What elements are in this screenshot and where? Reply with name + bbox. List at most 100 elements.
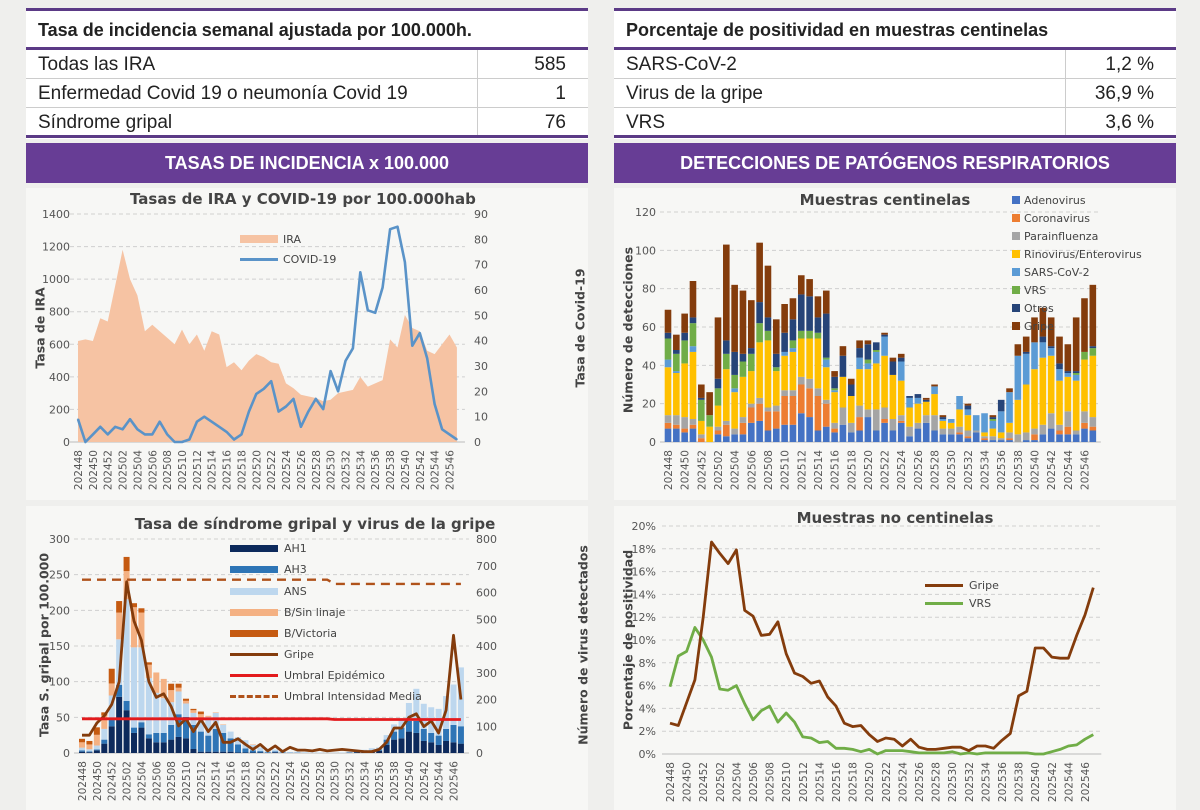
bar-segment-sars-cov-2 (897, 361, 905, 381)
x-tick-label: 202512 (796, 450, 808, 490)
bar-segment-sars-cov-2 (673, 371, 680, 373)
bar-segment-otros (889, 361, 897, 375)
bar-segment-ah1 (257, 752, 264, 753)
row-label: Todas las IRA (26, 50, 478, 78)
bar-segment-rinovirus-enterovirus (1064, 376, 1072, 412)
bar-segment-vrs (698, 399, 705, 421)
bar-segment-sars-cov-2 (789, 348, 797, 352)
x-tick-label: 202536 (374, 761, 386, 801)
bar-segment-gripe (673, 334, 680, 350)
covid-point (196, 420, 198, 423)
x-tick-label: 202506 (151, 761, 163, 801)
legend-swatch (1012, 286, 1020, 294)
bar-segment-vrs (748, 353, 755, 372)
bar-segment-otros (1047, 346, 1055, 349)
bar-segment-ans (383, 735, 390, 740)
y-tick-label: 200 (49, 604, 70, 617)
bar-segment-gripe (881, 332, 888, 335)
x-tick-label: 202452 (107, 761, 119, 801)
x-tick-label: 202530 (330, 761, 342, 801)
bar-segment-otros (789, 319, 797, 341)
bar-segment-coronavirus (756, 403, 763, 421)
x-tick-label: 202510 (780, 450, 792, 490)
legend-item: Gripe (230, 647, 314, 661)
bar-segment-parainfluenza (839, 407, 847, 425)
bar-segment-adenovirus (914, 428, 922, 442)
covid-point (404, 261, 406, 263)
legend-swatch (230, 608, 278, 616)
bar-segment-rinovirus-enterovirus (1089, 355, 1097, 418)
bar-segment-adenovirus (806, 417, 813, 442)
x-tick-label: 202546 (445, 450, 457, 490)
x-tick-label: 202506 (147, 450, 159, 490)
x-tick-label: 202514 (207, 450, 219, 490)
y-tick-label: 4% (639, 702, 656, 715)
covid-point (158, 420, 161, 423)
bar-segment-b-sin-linaje (205, 715, 212, 717)
legend-label: Gripe (284, 647, 314, 661)
bar-segment-otros (714, 378, 722, 389)
x-tick-label: 202528 (315, 761, 327, 801)
y-tick-label: 1200 (42, 241, 70, 254)
bar-segment-ans (413, 688, 420, 721)
bar-segment-coronavirus (1006, 438, 1013, 441)
bar-segment-ah1 (435, 744, 442, 753)
covid-point (418, 332, 421, 334)
x-tick-label: 202544 (1063, 450, 1075, 490)
bar-segment-parainfluenza (864, 409, 872, 418)
bar-segment-coronavirus (739, 422, 747, 435)
bar-segment-b-sin-linaje (93, 734, 100, 746)
x-tick-label: 202534 (980, 450, 992, 490)
bar-segment-ah1 (160, 742, 167, 753)
bar-segment-ans (79, 747, 85, 751)
x-tick-label: 202450 (682, 762, 694, 802)
bar-segment-rinovirus-enterovirus (814, 338, 822, 389)
x-tick-label: 202538 (1013, 450, 1025, 490)
y2-tick-label: 200 (476, 694, 497, 707)
bar-segment-sars-cov-2 (1047, 348, 1055, 356)
x-tick-label: 202530 (947, 762, 959, 802)
x-tick-label: 202450 (88, 450, 100, 490)
covid-point (248, 410, 250, 413)
covid-point (129, 418, 131, 421)
bar-segment-ah1 (235, 752, 242, 753)
bar-segment-sars-cov-2 (1022, 353, 1030, 385)
bar-segment-gripe (1089, 284, 1097, 347)
covid-point (426, 357, 429, 360)
bar-segment-ah1 (93, 750, 100, 753)
bar-segment-b-sin-linaje (190, 710, 197, 713)
bar-segment-ah3 (264, 752, 271, 753)
x-tick-label: 202524 (281, 450, 293, 490)
bar-segment-ah1 (413, 732, 420, 753)
bar-segment-coronavirus (1089, 426, 1097, 431)
bar-segment-ah3 (108, 719, 115, 727)
bar-segment-rinovirus-enterovirus (839, 376, 847, 408)
y-tick-label: 10% (632, 634, 656, 647)
bar-segment-adenovirus (906, 436, 913, 442)
x-tick-label: 202448 (665, 762, 677, 802)
bar-segment-rinovirus-enterovirus (673, 373, 680, 416)
y2-tick-label: 600 (476, 587, 497, 600)
chart3-title: Tasa de síndrome gripal y virus de la gr… (134, 515, 496, 533)
legend-label: Gripe (1024, 319, 1054, 333)
table-row: VRS 3,6 % (614, 108, 1176, 138)
y2-tick-label: 100 (476, 720, 497, 733)
bar-segment-gripe (731, 284, 738, 352)
bar-segment-b-sin-linaje (153, 672, 160, 693)
bar-segment-ans (450, 684, 457, 725)
covid-point (173, 441, 176, 443)
x-tick-label: 202448 (73, 450, 85, 490)
bar-segment-ah3 (160, 732, 167, 743)
x-tick-label: 202452 (698, 762, 710, 802)
bar-segment-otros (914, 394, 922, 398)
bar-segment-adenovirus (739, 434, 747, 442)
x-tick-label: 202532 (963, 450, 975, 490)
y2-tick-label: 40 (474, 335, 488, 348)
bar-segment-otros (997, 399, 1005, 412)
bar-segment-adenovirus (781, 424, 788, 442)
x-tick-label: 202508 (765, 762, 777, 802)
bar-segment-otros (731, 351, 738, 375)
bar-segment-ah1 (131, 732, 138, 753)
y-tick-label: 250 (49, 569, 70, 582)
bar-segment-otros (839, 355, 847, 377)
